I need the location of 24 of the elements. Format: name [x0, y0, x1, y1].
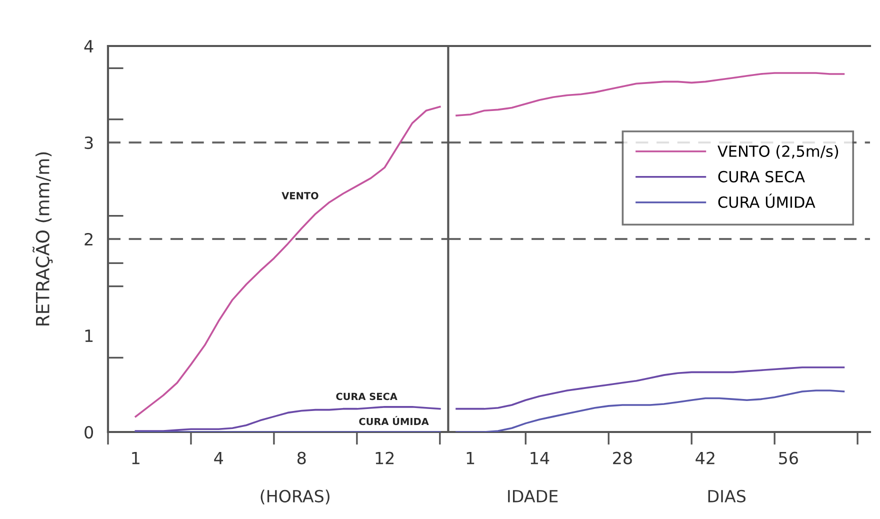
annotation: VENTO	[282, 192, 318, 200]
y-axis-title: RETRAÇÃO (mm/m)	[32, 152, 53, 326]
x-tick-label: 42	[696, 452, 714, 464]
text: DIAS	[708, 490, 746, 502]
text: (HORAS)	[260, 490, 330, 504]
legend-label: CURA ÚMIDA	[718, 194, 816, 208]
x-tick-label: 14	[530, 452, 550, 464]
legend-label: VENTO (2,5m/s)	[718, 145, 838, 159]
text: IDADE	[508, 490, 558, 502]
x-tick-label: 56	[779, 452, 798, 464]
x-tick-label: 12	[376, 452, 394, 464]
y-tick-label: 3	[84, 136, 93, 150]
y-tick-label: 1	[85, 330, 93, 342]
x-tick-label: 8	[297, 452, 306, 464]
x-tick-label: 4	[214, 452, 223, 464]
y-tick-label: 4	[84, 40, 94, 52]
x-tick-label: 1	[132, 452, 140, 464]
x-tick-label: 1	[466, 452, 474, 464]
y-tick-label: 0	[84, 426, 94, 439]
y-tick-label: 2	[84, 232, 92, 246]
x-tick-label: 28	[613, 452, 632, 464]
annotation: CURA SECA	[336, 392, 398, 400]
annotation: CURA ÚMIDA	[359, 416, 429, 426]
legend-label: CURA SECA	[718, 170, 805, 182]
